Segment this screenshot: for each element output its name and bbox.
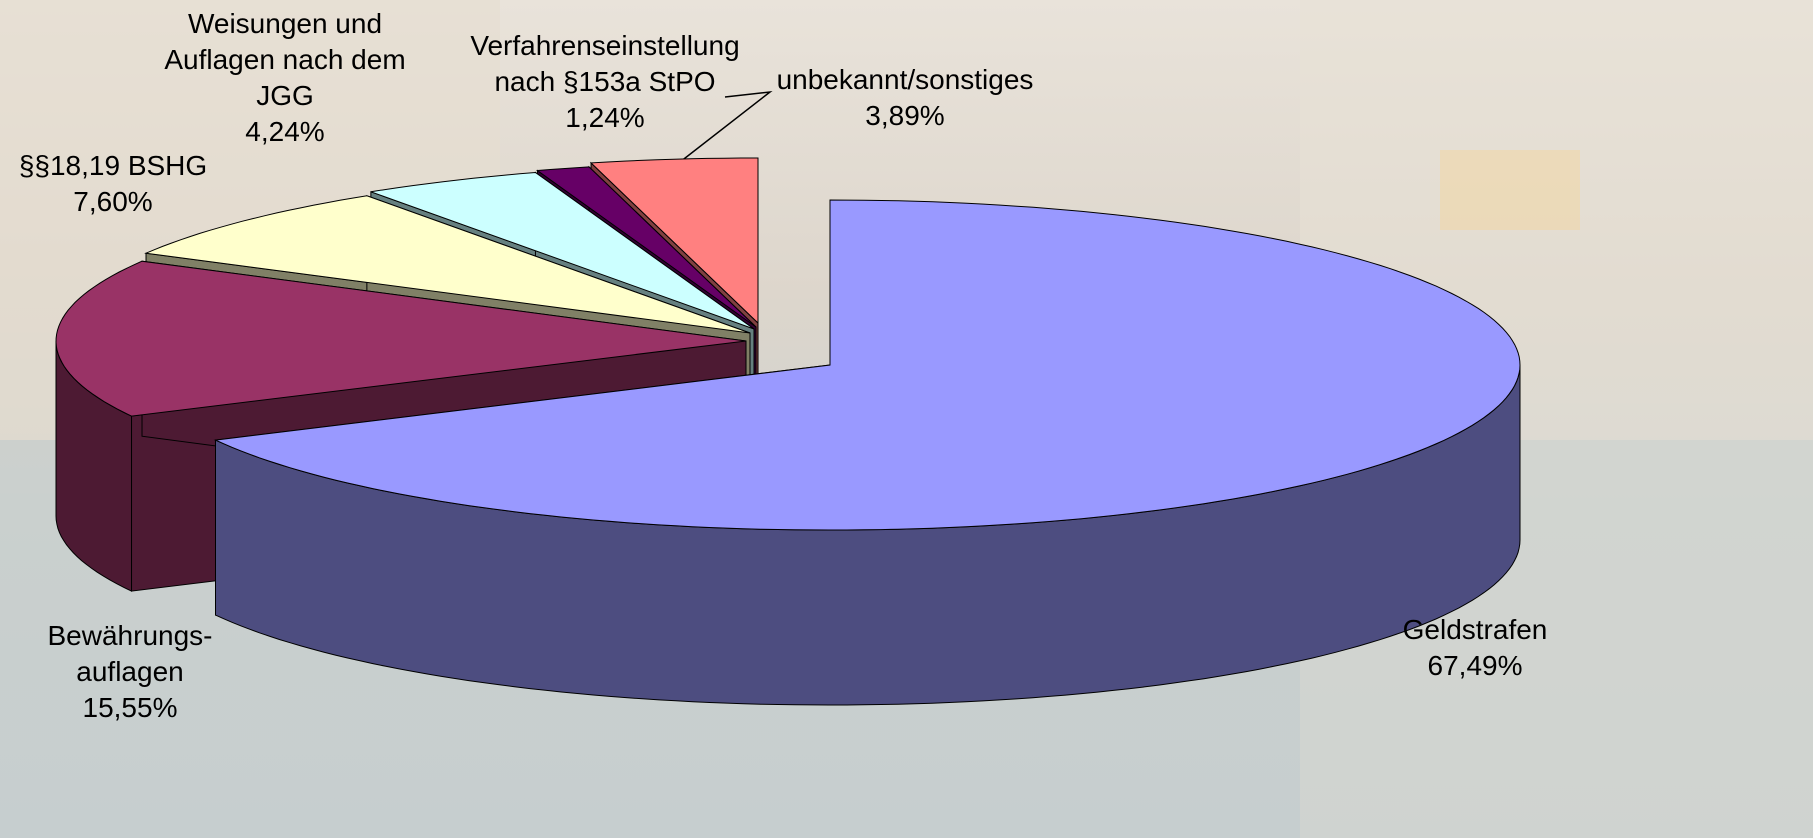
category-label: §§18,19 BSHG <box>18 150 208 181</box>
slice-label: §§18,19 BSHG 7,60% <box>19 148 207 220</box>
value-label: 7,60% <box>73 186 153 217</box>
value-label: 3,89% <box>865 100 945 131</box>
slice-label: unbekannt/sonstiges 3,89% <box>777 62 1034 134</box>
slice-label: Bewährungs- auflagen 15,55% <box>48 618 213 726</box>
slice <box>535 166 757 328</box>
value-label: 15,55% <box>82 692 178 723</box>
category-label: unbekannt/sonstiges <box>776 64 1034 95</box>
value-label: 4,24% <box>245 116 325 147</box>
category-label: Verfahrenseinstellung nach §153a StPO <box>470 30 740 97</box>
slice-label: Geldstrafen 67,49% <box>1403 612 1548 684</box>
slice <box>213 199 1521 531</box>
slice <box>370 171 755 330</box>
leader-line <box>679 90 773 163</box>
slice <box>589 157 759 325</box>
category-label: Weisungen und Auflagen nach dem JGG <box>164 8 406 111</box>
slice <box>144 195 751 334</box>
slice-label: Weisungen und Auflagen nach dem JGG 4,24% <box>164 6 405 150</box>
value-label: 67,49% <box>1427 650 1523 681</box>
category-label: Bewährungs- auflagen <box>47 620 213 687</box>
slice <box>55 260 747 417</box>
value-label: 1,24% <box>565 102 645 133</box>
slice-label: Verfahrenseinstellung nach §153a StPO 1,2… <box>470 28 739 136</box>
pie-tops <box>55 157 1521 531</box>
category-label: Geldstrafen <box>1402 614 1548 645</box>
